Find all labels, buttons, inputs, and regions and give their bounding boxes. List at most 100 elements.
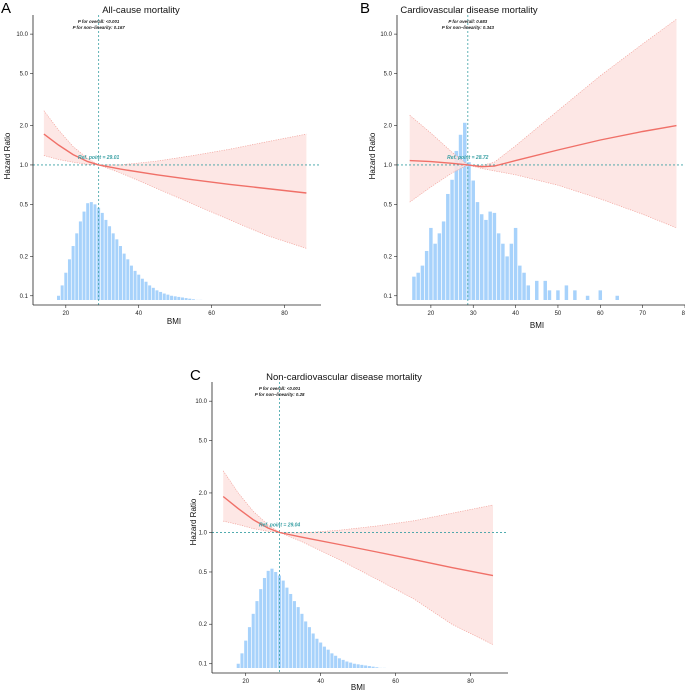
histogram-bar — [441, 221, 446, 300]
chart-title-b: Cardiovascular disease mortality — [400, 5, 538, 16]
y-tick-label: 10.0 — [195, 399, 207, 405]
plot-area-a: 0.1 0.2 0.5 1.0 2.0 5.0 10.0 20 40 60 80 P for over… — [16, 15, 321, 317]
panel-letter-c: C — [190, 367, 201, 384]
histogram-bar — [191, 299, 195, 300]
y-tick-label: 1.0 — [384, 163, 393, 169]
p-nonlinearity-b: P for non−linearity: 0.343 — [442, 25, 495, 30]
histogram-bar — [501, 243, 505, 300]
histogram-bar — [255, 601, 259, 668]
histogram-bar — [118, 246, 122, 300]
histogram-bar — [429, 227, 433, 300]
histogram-bar — [326, 649, 330, 668]
y-tick-label: 0.2 — [384, 254, 393, 260]
histogram-bar — [148, 285, 152, 300]
histogram-bar — [166, 294, 170, 300]
histogram-bar — [144, 281, 148, 300]
histogram-bar — [60, 285, 64, 300]
histogram-bar — [292, 601, 296, 668]
histogram-bar — [467, 162, 471, 300]
x-tick-label: 70 — [639, 311, 646, 317]
histogram-bar — [345, 661, 349, 668]
histogram-bar — [518, 265, 522, 300]
y-tick-label: 0.2 — [199, 622, 208, 628]
histogram-bar — [475, 202, 480, 300]
x-tick-label: 80 — [467, 679, 474, 685]
histogram-bar — [450, 179, 454, 300]
histogram-bar — [416, 272, 420, 300]
histogram-bar — [240, 653, 244, 668]
plot-area-c: 0.1 0.2 0.5 1.0 2.0 5.0 10.0 20 40 60 80 P for over… — [195, 382, 508, 685]
histogram-bar — [170, 295, 174, 300]
confidence-band — [43, 110, 307, 249]
ci-upper-line — [409, 18, 677, 166]
y-tick-label: 2.0 — [384, 124, 393, 130]
histogram-bar — [463, 122, 467, 300]
x-axis-label-c: BMI — [351, 683, 365, 692]
y-tick-label: 2.0 — [199, 491, 208, 497]
y-tick-label: 0.5 — [199, 570, 208, 576]
histogram-bar — [433, 243, 437, 300]
histogram-bar — [97, 207, 101, 300]
histogram-bar — [281, 580, 285, 668]
histogram-bar — [307, 627, 311, 668]
x-tick-label: 40 — [317, 679, 324, 685]
histogram-bar — [177, 296, 181, 300]
histogram-bar — [188, 298, 192, 300]
y-tick-label: 5.0 — [199, 439, 208, 445]
histogram-bar — [67, 259, 71, 300]
histogram-bar — [364, 665, 368, 668]
histogram-bar — [86, 203, 90, 300]
y-axis-label-c: Hazard Ratio — [189, 498, 198, 545]
y-tick-label: 10.0 — [380, 32, 392, 38]
histogram-bar — [100, 212, 104, 300]
y-tick-label: 1.0 — [199, 530, 208, 536]
ci-lower-line — [43, 155, 307, 249]
histogram-bar — [137, 274, 141, 300]
plot-area-b: 0.1 0.2 0.5 1.0 2.0 5.0 10.0 20 30 40 50 60 70 80 P fo… — [380, 15, 685, 317]
p-nonlinearity-a: P for non−linearity: 0.167 — [73, 25, 126, 30]
x-tick-label: 60 — [208, 311, 215, 317]
histogram-bar — [615, 295, 619, 300]
histogram-bar — [360, 664, 364, 668]
histogram-bar — [126, 259, 130, 300]
histogram-bar — [446, 193, 450, 300]
hazard-ratio-line — [43, 133, 307, 194]
chart-title-c: Non-cardiovascular disease mortality — [266, 372, 422, 383]
histogram-bar — [104, 219, 108, 300]
x-axis-label-b: BMI — [530, 321, 544, 330]
y-tick-label: 2.0 — [20, 124, 29, 130]
histogram-bar — [133, 270, 137, 300]
histogram-bar — [371, 666, 375, 668]
p-overall-b: P for overall: 0.683 — [448, 19, 487, 24]
histogram-bar — [93, 204, 97, 300]
y-tick-label: 10.0 — [16, 32, 28, 38]
histogram-bar — [108, 226, 112, 300]
histogram-bar — [334, 655, 338, 668]
histogram-bar — [412, 276, 416, 300]
histogram-bar — [262, 577, 266, 668]
p-overall-c: P for overall: <0.001 — [259, 386, 301, 391]
histogram-bar — [564, 285, 569, 300]
histogram-bar — [259, 589, 263, 668]
ci-upper-line — [222, 470, 494, 534]
histogram-bar — [304, 621, 308, 668]
y-axis-label-b: Hazard Ratio — [368, 132, 377, 179]
ref-point-label-a: Ref. point = 29.01 — [78, 155, 119, 161]
histogram-bar — [573, 290, 577, 300]
panel-b: B Cardiovascular disease mortality BMI H… — [360, 0, 685, 330]
chart-title-a: All-cause mortality — [102, 5, 180, 16]
histogram-bar — [289, 593, 293, 668]
histogram-bar — [526, 285, 531, 300]
histogram-bar — [337, 658, 341, 668]
histogram-bar — [488, 211, 492, 300]
ref-point-label-c: Ref. point = 29.04 — [259, 522, 300, 528]
histogram-bar — [543, 280, 547, 300]
x-tick-label: 40 — [512, 311, 519, 317]
histogram-bar — [509, 243, 514, 300]
ci-upper-line — [43, 110, 307, 166]
histogram-bar — [322, 646, 326, 668]
histogram-bar — [274, 571, 278, 668]
x-tick-label: 80 — [682, 311, 685, 317]
histogram-bar — [341, 659, 345, 668]
